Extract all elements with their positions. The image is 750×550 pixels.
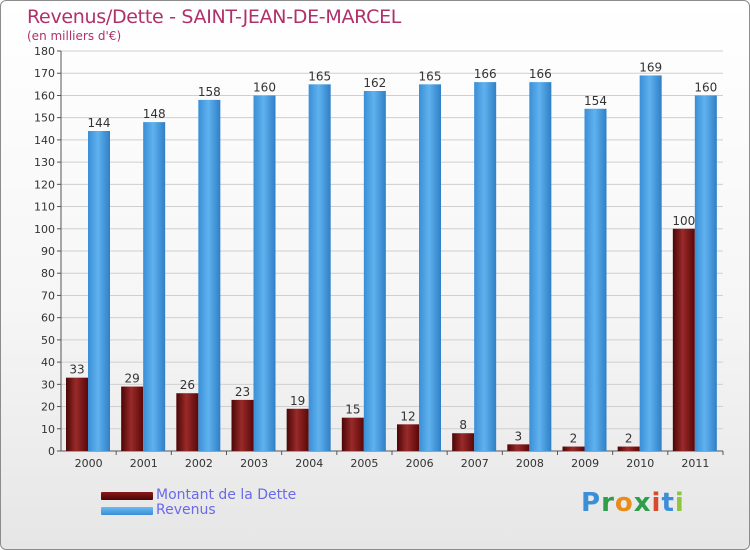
data-label-dette: 2 <box>570 432 578 446</box>
x-tick-label: 2011 <box>681 457 709 470</box>
data-label-dette: 2 <box>625 432 633 446</box>
bar-revenus <box>198 99 221 451</box>
y-tick-label: 110 <box>34 201 55 214</box>
bar-revenus <box>253 95 276 451</box>
y-tick-label: 100 <box>34 223 55 236</box>
data-label-dette: 33 <box>69 363 84 377</box>
y-tick-label: 170 <box>34 67 55 80</box>
bar-revenus <box>88 131 110 451</box>
bar-dette <box>397 424 419 451</box>
bar-dette <box>176 393 199 451</box>
x-tick-label: 2004 <box>295 457 323 470</box>
bar-dette <box>452 433 475 451</box>
y-tick-label: 10 <box>41 423 55 436</box>
y-tick-label: 120 <box>34 178 55 191</box>
bar-revenus <box>639 75 662 451</box>
data-label-revenus: 158 <box>198 85 221 99</box>
logo-letter: o <box>614 488 634 518</box>
y-tick-label: 90 <box>41 245 55 258</box>
y-tick-label: 180 <box>34 45 55 58</box>
x-tick-label: 2006 <box>406 457 434 470</box>
logo-letter: i <box>651 488 662 518</box>
bar-dette <box>672 228 695 451</box>
bar-revenus <box>143 122 166 451</box>
logo-letter: t <box>661 488 675 518</box>
bar-layer <box>66 75 717 452</box>
y-tick-label: 80 <box>41 267 55 280</box>
data-label-revenus: 165 <box>308 69 331 83</box>
bar-revenus <box>529 82 552 451</box>
x-tick-label: 2007 <box>461 457 489 470</box>
bar-revenus <box>584 108 607 452</box>
y-tick-label: 150 <box>34 112 55 125</box>
data-label-revenus: 160 <box>253 80 276 94</box>
data-label-revenus: 154 <box>584 94 607 108</box>
legend-label-debt: Montant de la Dette <box>156 487 297 503</box>
y-tick-label: 30 <box>41 378 55 391</box>
bar-dette <box>507 444 530 451</box>
data-label-dette: 23 <box>235 385 250 399</box>
x-tick-label: 2010 <box>626 457 654 470</box>
bar-revenus <box>694 95 717 451</box>
bar-revenus <box>419 84 441 451</box>
data-label-revenus: 165 <box>419 69 442 83</box>
data-label-revenus: 144 <box>88 116 111 130</box>
x-tick-label: 2008 <box>516 457 544 470</box>
y-tick-label: 20 <box>41 401 55 414</box>
data-label-dette: 3 <box>515 429 523 443</box>
data-label-dette: 8 <box>459 418 467 432</box>
data-label-dette: 15 <box>345 403 360 417</box>
grid-layer <box>57 50 724 455</box>
data-label-revenus: 166 <box>474 67 497 81</box>
data-label-revenus: 148 <box>143 107 166 121</box>
y-tick-label: 60 <box>41 312 55 325</box>
bar-revenus <box>474 82 497 451</box>
x-tick-label: 2009 <box>571 457 599 470</box>
bar-revenus <box>363 91 386 451</box>
x-tick-label: 2000 <box>75 457 103 470</box>
legend-swatch-revenus <box>101 507 153 515</box>
bar-dette <box>66 377 88 451</box>
logo-letter: i <box>674 488 685 518</box>
bar-dette <box>231 399 254 451</box>
data-label-revenus: 166 <box>529 67 552 81</box>
data-label-revenus: 169 <box>639 60 662 74</box>
y-tick-label: 160 <box>34 89 55 102</box>
x-tick-label: 2005 <box>350 457 378 470</box>
legend-label-revenus: Revenus <box>156 502 216 518</box>
logo-letter: r <box>601 488 615 518</box>
data-label-revenus: 160 <box>694 80 717 94</box>
y-tick-label: 40 <box>41 356 55 369</box>
bar-dette <box>562 446 585 451</box>
chart-title: Revenus/Dette - SAINT-JEAN-DE-MARCEL <box>27 6 402 28</box>
chart-subtitle: (en milliers d'€) <box>27 29 122 43</box>
bar-dette <box>286 408 309 451</box>
y-tick-label: 130 <box>34 156 55 169</box>
data-label-dette: 29 <box>125 372 140 386</box>
bar-dette <box>341 417 364 451</box>
data-label-dette: 19 <box>290 394 305 408</box>
bar-dette <box>121 386 144 451</box>
data-label-dette: 12 <box>400 409 415 423</box>
data-label-dette: 26 <box>180 378 195 392</box>
y-tick-label: 140 <box>34 134 55 147</box>
y-tick-label: 0 <box>48 445 55 458</box>
y-tick-label: 50 <box>41 334 55 347</box>
y-tick-label: 70 <box>41 289 55 302</box>
legend-swatch-debt <box>101 492 153 500</box>
data-label-revenus: 162 <box>363 76 386 90</box>
label-layer: 0 10 20 30 40 50 60 70 80 90 100 110 120 130 140 150 160… <box>34 45 717 470</box>
x-tick-label: 2001 <box>130 457 158 470</box>
logo-letter: x <box>633 488 652 518</box>
x-tick-label: 2003 <box>240 457 268 470</box>
bar-revenus <box>308 84 331 451</box>
proxiti-logo: Proxiti <box>581 488 685 518</box>
x-tick-label: 2002 <box>185 457 213 470</box>
data-label-dette: 100 <box>672 214 695 228</box>
bar-dette <box>617 446 640 451</box>
logo-letter: P <box>581 488 602 518</box>
